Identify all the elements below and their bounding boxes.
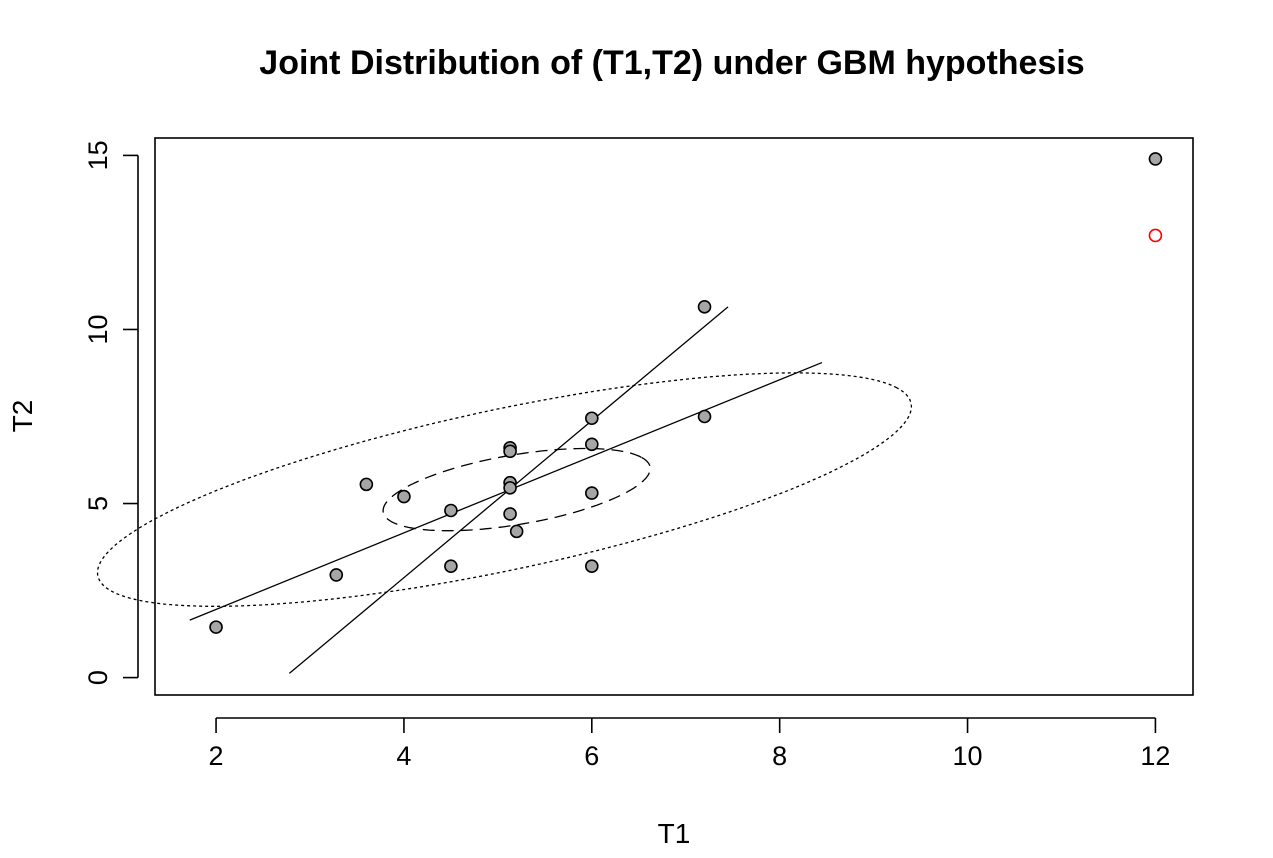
data-point <box>444 503 458 518</box>
x-tick-label: 6 <box>584 741 599 771</box>
data-point <box>509 524 524 539</box>
data-point <box>503 444 517 459</box>
x-tick-label: 10 <box>953 741 983 771</box>
x-tick-label: 2 <box>209 741 224 771</box>
data-point <box>585 437 599 452</box>
x-axis-label: T1 <box>658 818 691 849</box>
data-point <box>1148 152 1163 166</box>
x-tick-label: 4 <box>396 741 411 771</box>
y-axis-label: T2 <box>7 400 38 433</box>
data-point <box>397 489 411 504</box>
y-tick-label: 15 <box>83 140 113 170</box>
confidence-ellipses <box>96 372 913 607</box>
x-axis: 2 4 6 8 10 12 <box>209 717 1170 771</box>
data-point <box>359 477 374 492</box>
y-tick-label: 5 <box>83 496 113 511</box>
plot-frame <box>154 137 1194 696</box>
dotted-ellipse <box>96 372 913 607</box>
data-point <box>444 559 458 573</box>
data-point <box>697 300 712 314</box>
y-tick-label: 0 <box>83 670 113 685</box>
y-tick-label: 10 <box>83 314 113 344</box>
data-point <box>329 568 344 582</box>
x-tick-label: 8 <box>772 741 787 771</box>
data-points <box>209 152 1163 634</box>
data-point <box>209 620 223 634</box>
data-point <box>585 486 599 500</box>
y-axis: 0 5 10 15 <box>83 140 139 685</box>
outlier-point <box>1148 228 1163 243</box>
x-tick-label: 12 <box>1140 741 1170 771</box>
data-point <box>697 409 712 424</box>
data-point <box>503 507 517 521</box>
data-point <box>585 559 599 573</box>
data-point <box>585 411 599 426</box>
chart-title: Joint Distribution of (T1,T2) under GBM … <box>259 44 1084 82</box>
dashed-ellipse <box>382 447 651 532</box>
data-point <box>503 481 517 495</box>
